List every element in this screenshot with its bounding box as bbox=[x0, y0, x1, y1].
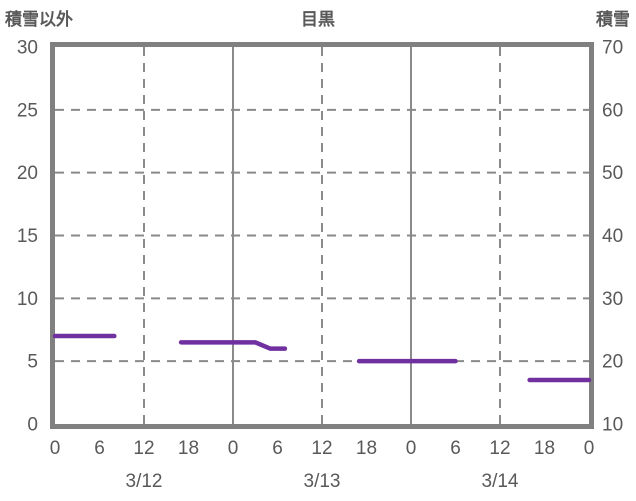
x-tick-label: 18 bbox=[356, 438, 377, 459]
x-tick-label: 12 bbox=[133, 438, 154, 459]
x-tick-label: 0 bbox=[406, 438, 417, 459]
plot-frame bbox=[50, 42, 594, 429]
left-axis-title: 積雪以外 bbox=[5, 10, 73, 29]
right-tick-label: 70 bbox=[602, 38, 623, 59]
x-tick-label: 0 bbox=[584, 438, 595, 459]
x-tick-label: 6 bbox=[272, 438, 283, 459]
left-tick-label: 5 bbox=[27, 352, 38, 373]
x-tick-label: 12 bbox=[311, 438, 332, 459]
right-axis-title: 積雪 bbox=[596, 10, 630, 29]
right-tick-label: 10 bbox=[602, 415, 623, 436]
x-tick-label: 18 bbox=[534, 438, 555, 459]
left-tick-label: 25 bbox=[17, 100, 38, 121]
right-tick-label: 20 bbox=[602, 352, 623, 373]
x-tick-label: 0 bbox=[50, 438, 61, 459]
x-tick-label: 6 bbox=[94, 438, 105, 459]
x-tick-label: 0 bbox=[228, 438, 239, 459]
chart-title: 目黒 bbox=[301, 10, 335, 29]
date-label: 3/12 bbox=[126, 471, 163, 492]
x-tick-label: 18 bbox=[178, 438, 199, 459]
x-tick-label: 6 bbox=[450, 438, 461, 459]
x-tick-label: 12 bbox=[489, 438, 510, 459]
right-tick-label: 30 bbox=[602, 289, 623, 310]
right-tick-label: 60 bbox=[602, 100, 623, 121]
series-segment bbox=[178, 340, 288, 351]
left-tick-label: 0 bbox=[27, 415, 38, 436]
right-tick-label: 50 bbox=[602, 163, 623, 184]
left-tick-label: 10 bbox=[17, 289, 38, 310]
left-tick-label: 30 bbox=[17, 38, 38, 59]
date-label: 3/13 bbox=[304, 471, 341, 492]
date-label: 3/14 bbox=[482, 471, 519, 492]
right-tick-label: 40 bbox=[602, 226, 623, 247]
left-tick-label: 15 bbox=[17, 226, 38, 247]
left-tick-label: 20 bbox=[17, 163, 38, 184]
